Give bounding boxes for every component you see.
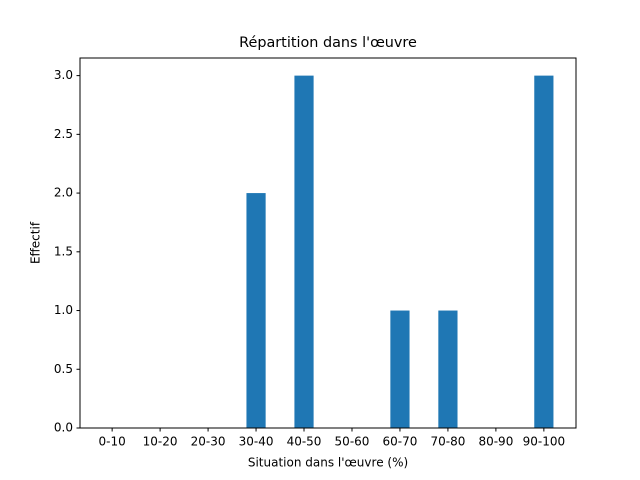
bar <box>438 310 458 428</box>
y-tick-label: 1.0 <box>54 303 73 317</box>
x-tick-label: 80-90 <box>478 435 513 449</box>
x-tick-label: 40-50 <box>287 435 322 449</box>
y-tick-label: 3.0 <box>54 68 73 82</box>
y-tick-label: 2.5 <box>54 127 73 141</box>
y-axis-label: Effectif <box>29 221 43 264</box>
chart-title: Répartition dans l'œuvre <box>239 35 417 51</box>
y-tick-label: 0.0 <box>54 421 73 435</box>
x-tick-label: 50-60 <box>335 435 370 449</box>
y-tick-label: 1.5 <box>54 244 73 258</box>
plot-frame <box>79 57 577 429</box>
x-tick-label: 90-100 <box>523 435 566 449</box>
bar <box>534 75 554 428</box>
x-tick-label: 0-10 <box>99 435 126 449</box>
x-tick-label: 30-40 <box>239 435 274 449</box>
x-tick-label: 20-30 <box>191 435 226 449</box>
y-tick-label: 0.5 <box>54 362 73 376</box>
x-tick-label: 10-20 <box>143 435 178 449</box>
x-tick-label: 70-80 <box>430 435 465 449</box>
bar <box>246 193 266 428</box>
x-tick-label: 60-70 <box>383 435 418 449</box>
bar <box>390 310 410 428</box>
x-axis-label: Situation dans l'œuvre (%) <box>248 456 408 470</box>
bar <box>294 75 314 428</box>
y-tick-label: 2.0 <box>54 186 73 200</box>
